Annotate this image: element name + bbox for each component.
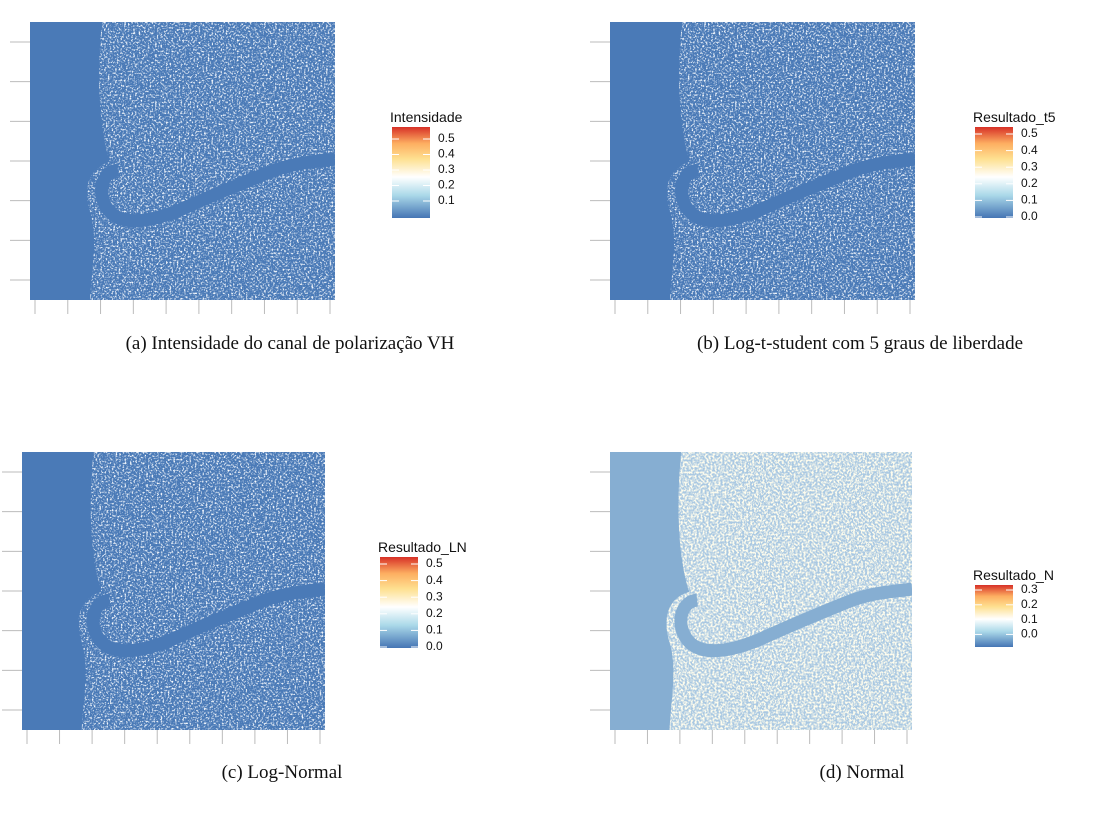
colorbar-label: 0.5 [426,556,443,570]
caption: (c) Log-Normal [222,762,343,783]
sar-image [610,22,915,300]
colorbar-label: 0.4 [438,147,455,161]
legend-title: Resultado_t5 [973,109,1056,125]
colorbar-label: 0.1 [1021,193,1038,207]
colorbar-label: 0.3 [438,162,455,176]
colorbar [975,127,1013,218]
colorbar-label: 0.0 [1021,627,1038,641]
sar-image [610,452,912,730]
legend-title: Resultado_LN [378,539,467,555]
colorbar-label: 0.3 [426,589,443,603]
colorbar [380,557,418,648]
panel: Resultado_N 0.00.10.20.3 (d) Normal [590,452,1054,783]
colorbar [392,127,430,218]
colorbar-label: 0.3 [1021,159,1038,173]
page: {"panels": [ {"legend_title": "Intensida… [0,0,1120,815]
colorbar-label: 0.1 [1021,612,1038,626]
panel: Intensidade 0.10.2 0.30.4 0.5 (a) Intensidad… [10,22,463,354]
panel: Resultado_LN 0.0 0.1 0.2 0.3 0.4 0.5 (c) Log-No… [2,452,467,783]
colorbar-label: 0.0 [426,639,443,653]
colorbar-label: 0.2 [438,178,455,192]
sar-image [30,22,335,300]
colorbar-label: 0.1 [426,623,443,637]
caption: (b) Log-t-student com 5 graus de liberda… [697,333,1023,354]
colorbar [975,585,1013,647]
legend-title: Intensidade [390,109,463,125]
colorbar-label: 0.4 [426,573,443,587]
caption: (d) Normal [820,762,905,783]
caption: (a) Intensidade do canal de polarização … [126,333,455,354]
colorbar-label: 0.4 [1021,143,1038,157]
panel: Resultado_t5 0.0 0.1 0.2 0.3 0.4 0.5 (b) Log-t-… [590,22,1056,354]
colorbar-label: 0.0 [1021,209,1038,223]
colorbar-label: 0.2 [426,606,443,620]
colorbar-label: 0.5 [1021,126,1038,140]
figure: Intensidade0.10.20.30.40.5(a) Intensidad… [0,0,1120,815]
colorbar-label: 0.2 [1021,176,1038,190]
legend-title: Resultado_N [973,567,1054,583]
colorbar-label: 0.1 [438,193,455,207]
colorbar-label: 0.5 [438,131,455,145]
colorbar-label: 0.2 [1021,597,1038,611]
sar-image [22,452,325,730]
colorbar-label: 0.3 [1021,582,1038,596]
